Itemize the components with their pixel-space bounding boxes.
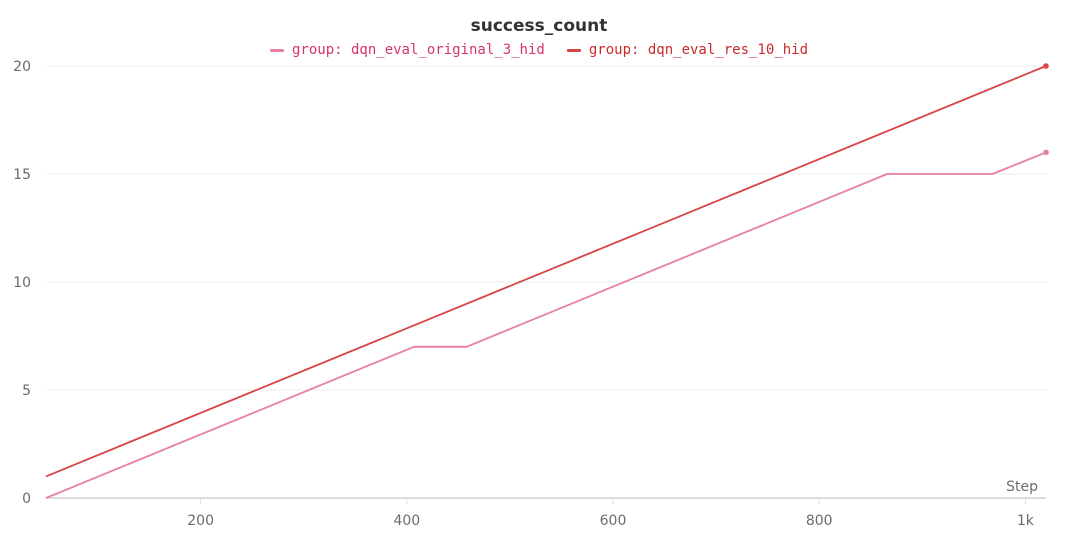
y-tick-label: 5 (22, 383, 31, 399)
y-tick-label: 0 (22, 491, 31, 507)
x-tick-label: 800 (806, 513, 833, 529)
chart-legend: group: dqn_eval_original_3_hid group: dq… (0, 42, 1078, 58)
grid-layer (46, 65, 1046, 391)
series-line-0[interactable] (45, 151, 1047, 499)
y-tick-label: 15 (13, 167, 31, 183)
legend-item-original-3-hid[interactable]: group: dqn_eval_original_3_hid (269, 42, 545, 58)
x-tick-label: 600 (600, 513, 627, 529)
series-layer (45, 63, 1049, 499)
series-end-point-1[interactable] (1043, 63, 1049, 69)
series-end-point-0[interactable] (1043, 149, 1049, 156)
legend-swatch-original-3-hid (269, 48, 284, 52)
legend-label-res-10-hid: group: dqn_eval_res_10_hid (588, 42, 809, 58)
legend-label-original-3-hid: group: dqn_eval_original_3_hid (291, 42, 545, 58)
x-axis-label: Step (1006, 479, 1038, 495)
legend-swatch-res-10-hid (566, 48, 581, 52)
x-tick-label: 1k (1017, 513, 1035, 529)
legend-item-res-10-hid[interactable]: group: dqn_eval_res_10_hid (566, 42, 809, 58)
y-tick-label: 20 (13, 59, 31, 75)
y-tick-label: 10 (13, 275, 31, 291)
axis-layer: 0 5 10 15 20 200 400 600 800 1k (13, 59, 1046, 529)
x-tick-label: 200 (187, 513, 214, 529)
series-line-1[interactable] (45, 65, 1047, 478)
x-tick-label: 400 (393, 513, 420, 529)
chart-title: success_count (470, 16, 608, 36)
